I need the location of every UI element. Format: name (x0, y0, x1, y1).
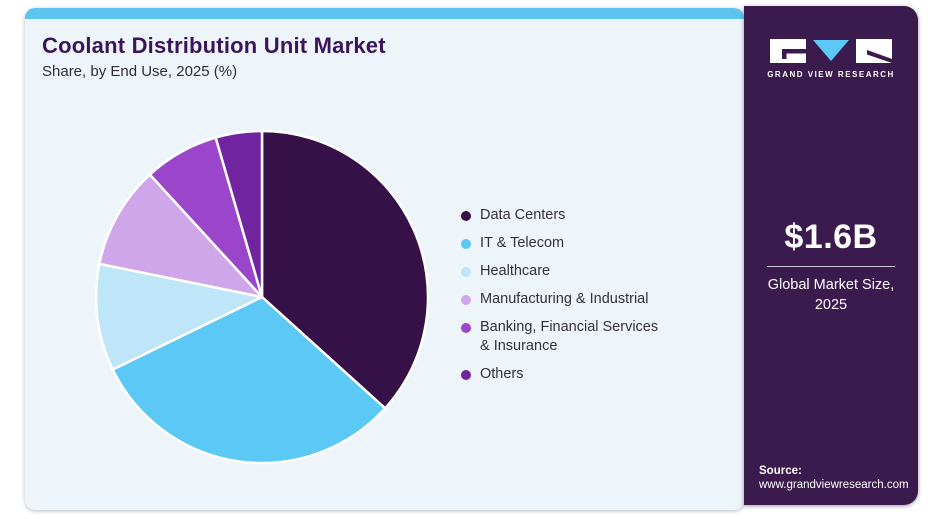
legend-label: IT & Telecom (480, 235, 565, 251)
pie-slice-3 (94, 262, 264, 371)
legend-item: Others (461, 365, 658, 384)
legend-item: Data Centers (461, 206, 658, 225)
market-size-label-line2: 2025 (814, 297, 848, 314)
market-size-block: $1.6B Global Market Size, 2025 (744, 218, 918, 316)
legend-item: Manufacturing & Industrial (461, 290, 658, 309)
source-label: Source: (759, 465, 802, 477)
legend-dot (461, 295, 471, 305)
chart-legend: Data Centers IT & Telecom Healthcare Manufa… (461, 206, 658, 393)
market-size-label: Global Market Size, 2025 (744, 275, 918, 316)
legend-dot (461, 267, 471, 277)
card-top-accent-bar (25, 8, 744, 19)
pie-slice-1 (260, 129, 430, 410)
gvr-logo-icon (770, 39, 892, 63)
legend-item: Healthcare (461, 262, 658, 281)
legend-label: Data Centers (480, 207, 566, 223)
divider-line (767, 266, 895, 267)
pie-slice-4 (98, 173, 264, 299)
legend-item: IT & Telecom (461, 234, 658, 253)
brand-logo: GRAND VIEW RESEARCH (744, 39, 918, 79)
pie-chart (94, 129, 430, 465)
pie-slice-2 (111, 295, 387, 465)
legend-item: Banking, Financial Services & Insurance (461, 318, 658, 356)
legend-dot (461, 239, 471, 249)
legend-label: Manufacturing & Industrial (480, 291, 649, 307)
brand-name: GRAND VIEW RESEARCH (767, 70, 895, 79)
legend-dot (461, 370, 471, 380)
chart-card: Coolant Distribution Unit Market Share, … (25, 8, 744, 510)
logo-triangle (813, 40, 849, 61)
chart-header: Coolant Distribution Unit Market Share, … (42, 33, 744, 80)
legend-label: Banking, Financial Services & Insurance (480, 319, 659, 354)
pie-slice-6 (214, 129, 264, 299)
chart-subtitle: Share, by End Use, 2025 (%) (42, 63, 238, 80)
sidebar: GRAND VIEW RESEARCH $1.6B Global Market … (744, 6, 918, 505)
market-size-value: $1.6B (784, 218, 878, 256)
chart-title: Coolant Distribution Unit Market (42, 33, 386, 58)
source-url: www.grandviewresearch.com (759, 479, 909, 491)
legend-label: Healthcare (480, 263, 551, 279)
source-block: Source: www.grandviewresearch.com (759, 465, 909, 491)
legend-dot (461, 211, 471, 221)
legend-dot (461, 323, 471, 333)
legend-label: Others (480, 366, 524, 382)
market-size-label-line1: Global Market Size, (767, 277, 895, 293)
